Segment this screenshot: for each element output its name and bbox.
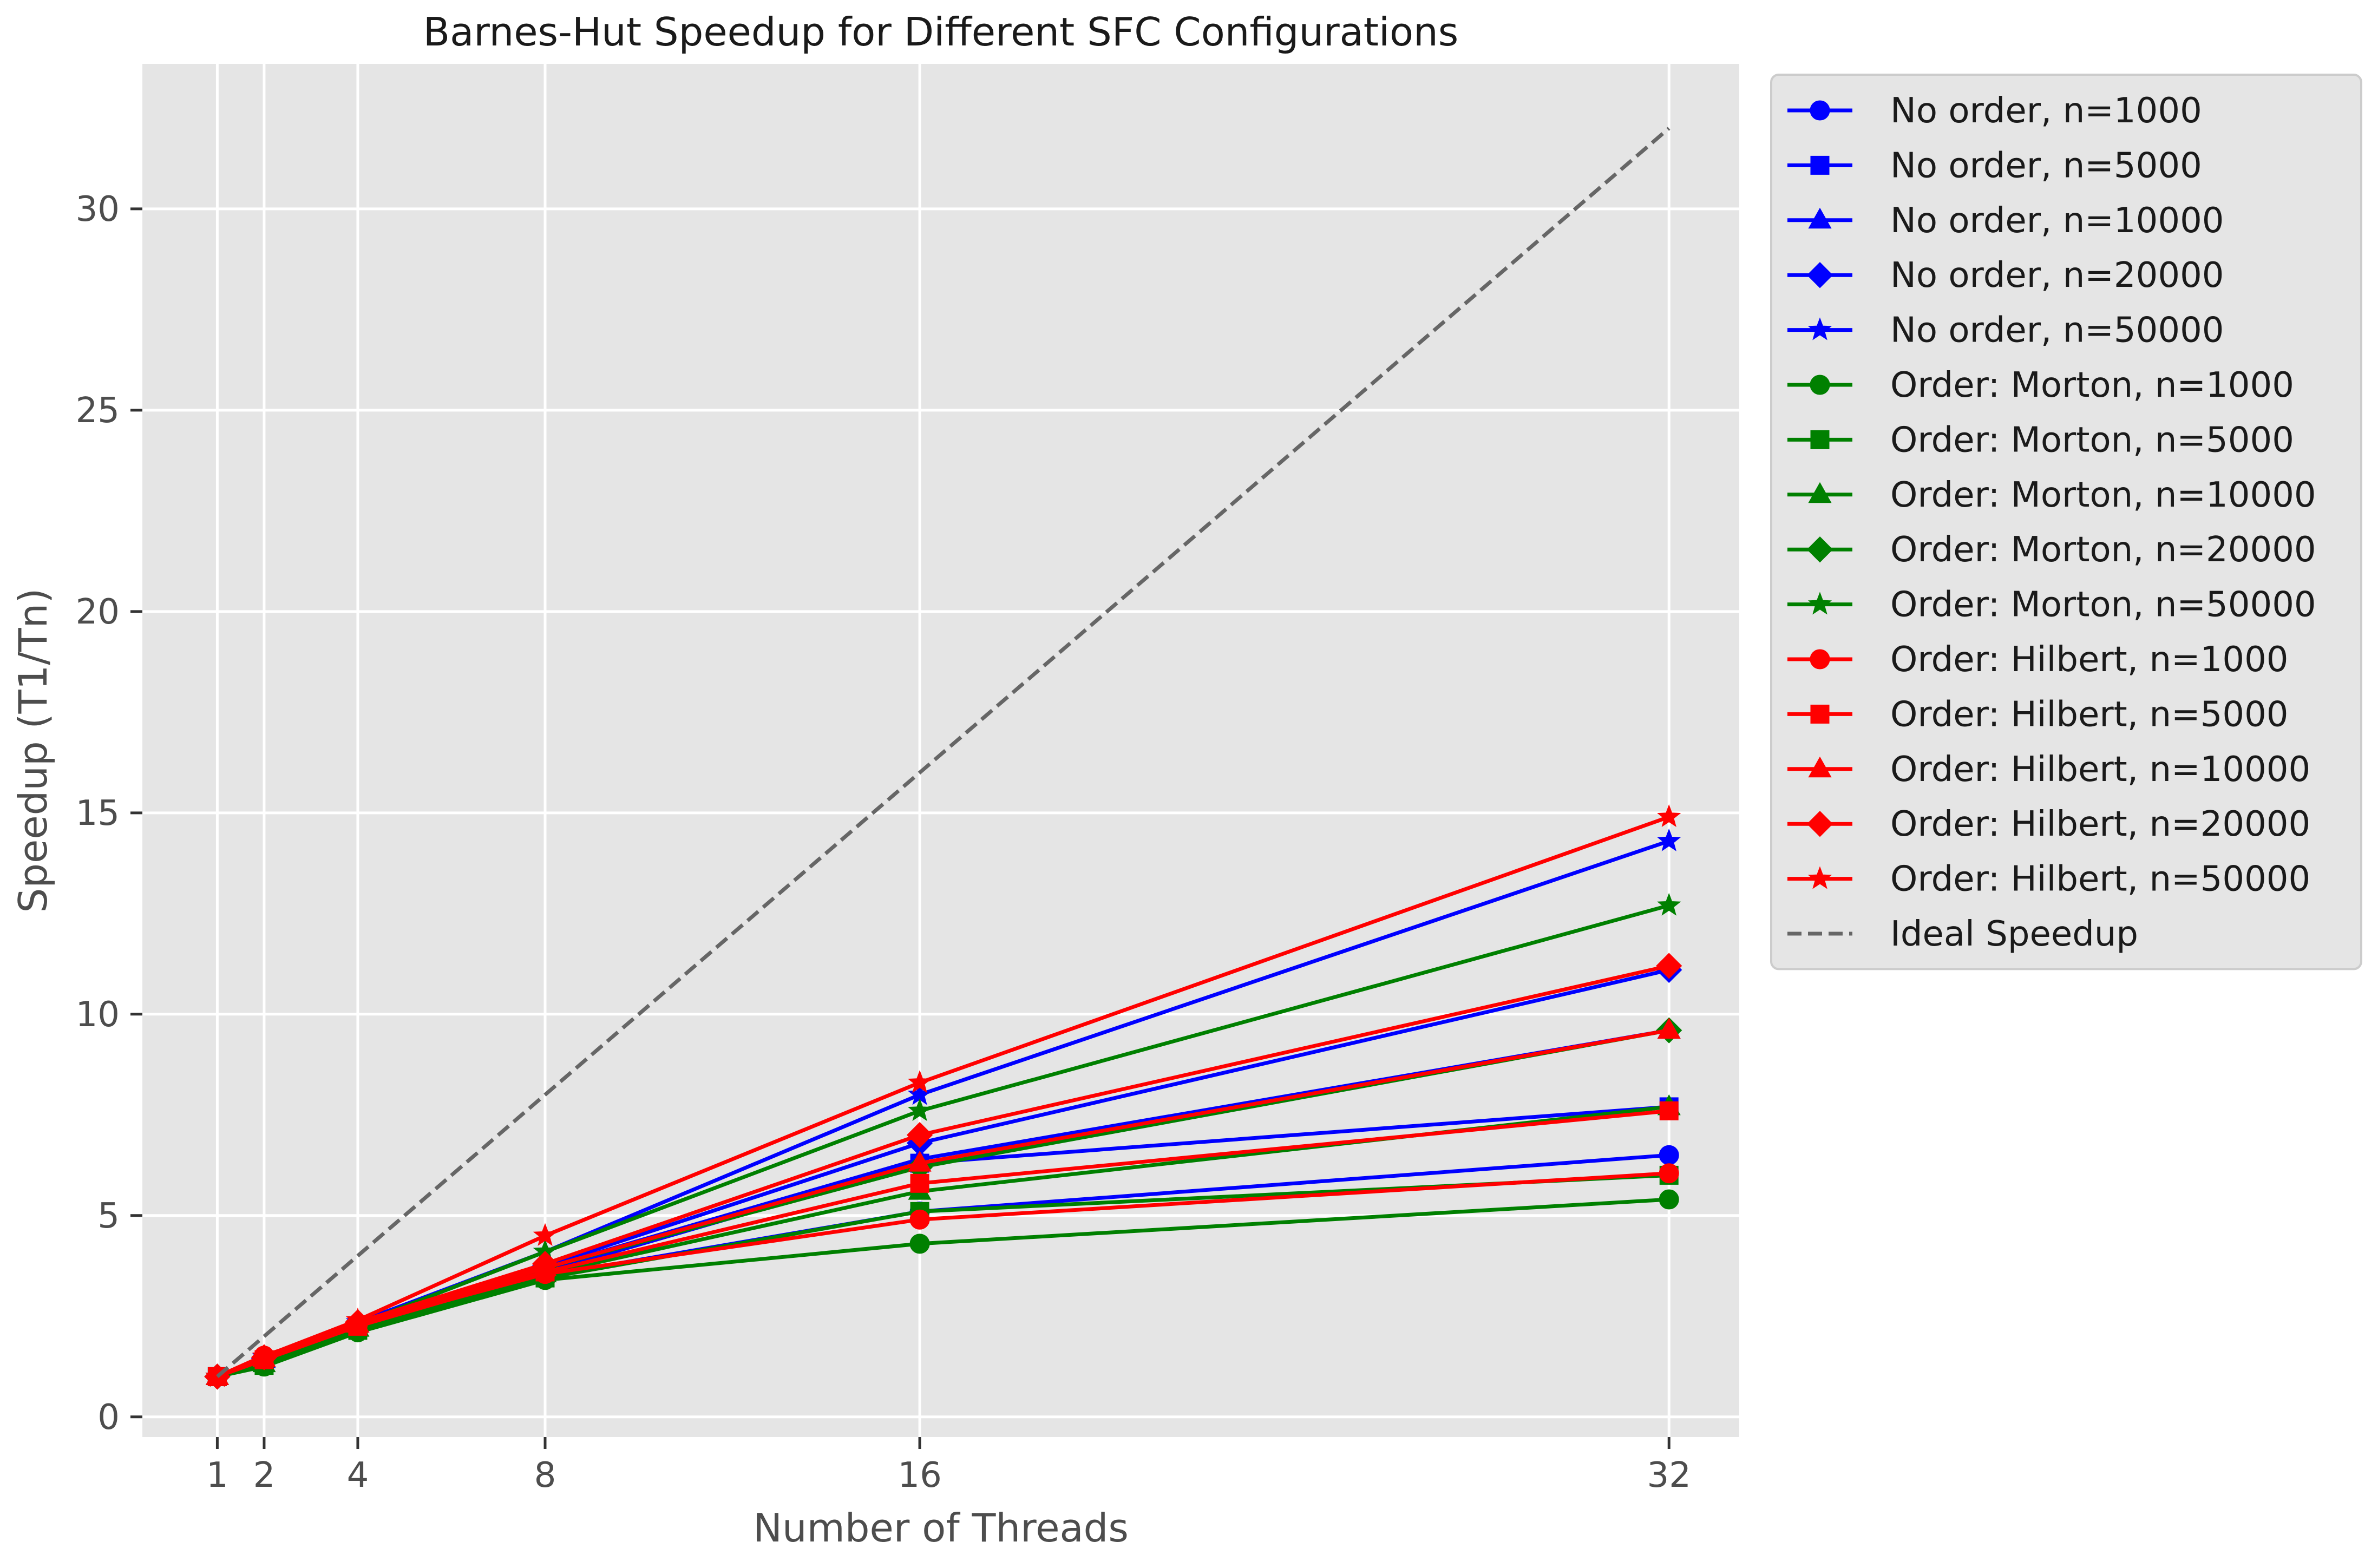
data-point <box>910 1173 929 1193</box>
legend-label: Order: Hilbert, n=10000 <box>1890 750 2310 790</box>
data-point <box>909 1209 930 1230</box>
legend-marker <box>1810 649 1830 670</box>
y-tick-label: 15 <box>76 793 120 834</box>
y-tick-label: 25 <box>76 391 120 431</box>
series-lines <box>204 127 1682 1390</box>
legend-marker <box>1806 536 1833 563</box>
legend-label: Order: Morton, n=10000 <box>1890 475 2316 515</box>
legend-marker <box>1810 430 1830 449</box>
legend-marker <box>1806 262 1833 288</box>
legend-label: Order: Hilbert, n=5000 <box>1890 694 2289 734</box>
y-axis-title: Speedup (T1/Tn) <box>10 588 56 913</box>
legend-marker <box>1808 756 1832 778</box>
y-tick-label: 20 <box>76 592 120 632</box>
legend-item: Order: Morton, n=20000 <box>1787 530 2316 570</box>
data-point <box>1656 953 1682 979</box>
legend: No order, n=1000 No order, n=5000 No order… <box>1770 74 2362 970</box>
legend-label: Ideal Speedup <box>1890 914 2138 954</box>
legend-label: No order, n=50000 <box>1890 311 2224 351</box>
legend-item: Order: Hilbert, n=50000 <box>1787 860 2310 900</box>
legend-item: Order: Hilbert, n=10000 <box>1787 750 2310 790</box>
x-tick-label: 16 <box>898 1455 941 1495</box>
data-point <box>252 1343 277 1367</box>
legend-label: No order, n=1000 <box>1890 91 2202 131</box>
x-tick-label: 32 <box>1647 1455 1691 1495</box>
legend-marker <box>1810 704 1830 724</box>
data-point <box>908 1151 932 1172</box>
data-point <box>907 1098 932 1121</box>
data-point <box>533 1223 558 1246</box>
data-point <box>1659 1145 1679 1165</box>
legend-label: No order, n=5000 <box>1890 146 2202 186</box>
data-point <box>1657 828 1681 851</box>
legend-label: Order: Hilbert, n=20000 <box>1890 804 2310 844</box>
data-point <box>1657 1018 1681 1039</box>
legend-item: No order, n=20000 <box>1787 255 2224 296</box>
data-point <box>906 1121 933 1149</box>
legend-item: Order: Morton, n=10000 <box>1787 475 2316 515</box>
legend-marker <box>1807 866 1832 889</box>
series-15 <box>216 127 1671 1379</box>
data-point <box>532 1250 559 1277</box>
legend-item: Order: Hilbert, n=1000 <box>1787 640 2289 680</box>
x-tick-label: 8 <box>534 1455 556 1495</box>
legend-label: Order: Hilbert, n=1000 <box>1890 640 2289 680</box>
legend-label: Order: Morton, n=1000 <box>1890 365 2294 405</box>
data-point <box>1659 1101 1679 1120</box>
y-tick-label: 5 <box>97 1196 120 1236</box>
legend-item: Order: Morton, n=1000 <box>1787 365 2294 405</box>
legend-item: Order: Morton, n=5000 <box>1787 420 2294 460</box>
legend-label: Order: Hilbert, n=50000 <box>1890 860 2310 900</box>
data-point <box>1657 893 1681 916</box>
data-point <box>345 1307 370 1331</box>
y-tick-label: 10 <box>76 995 120 1035</box>
series-line <box>216 127 1671 1379</box>
legend-item: Order: Hilbert, n=20000 <box>1787 804 2310 844</box>
legend-marker <box>1808 207 1832 229</box>
legend-marker <box>1807 317 1832 340</box>
x-tick-label: 2 <box>253 1455 276 1495</box>
y-tick-label: 30 <box>76 189 120 229</box>
legend-item: Order: Hilbert, n=5000 <box>1787 694 2289 734</box>
legend-marker <box>1807 592 1832 615</box>
x-tick-label: 4 <box>347 1455 369 1495</box>
legend-box <box>1770 74 2362 970</box>
axes: 1 2 4 8 16 32 0 5 10 15 20 25 30 <box>76 189 1691 1495</box>
legend-marker <box>1806 811 1833 837</box>
legend-item: No order, n=5000 <box>1787 146 2202 186</box>
legend-item: No order, n=10000 <box>1787 201 2224 241</box>
series-line <box>217 815 1670 1379</box>
y-tick-label: 0 <box>97 1398 120 1438</box>
chart-title: Barnes-Hut Speedup for Different SFC Con… <box>423 9 1458 55</box>
x-tick-label: 1 <box>206 1455 228 1495</box>
legend-label: Order: Morton, n=20000 <box>1890 530 2316 570</box>
legend-marker <box>1810 375 1830 395</box>
data-point <box>909 1234 930 1254</box>
legend-label: Order: Morton, n=5000 <box>1890 420 2294 460</box>
legend-item: Ideal Speedup <box>1787 914 2138 954</box>
data-point <box>1659 1163 1679 1184</box>
gridlines <box>142 64 1739 1437</box>
legend-item: No order, n=1000 <box>1787 91 2202 131</box>
data-point <box>907 1070 932 1093</box>
legend-label: No order, n=20000 <box>1890 255 2224 296</box>
legend-marker <box>1810 100 1830 121</box>
plot-area <box>142 64 1739 1437</box>
legend-label: Order: Morton, n=50000 <box>1890 585 2316 625</box>
legend-marker <box>1808 482 1832 503</box>
legend-item: Order: Morton, n=50000 <box>1787 585 2316 625</box>
legend-marker <box>1810 155 1830 175</box>
data-point <box>1657 804 1681 828</box>
data-point <box>1659 1189 1679 1210</box>
legend-item: No order, n=50000 <box>1787 311 2224 351</box>
legend-label: No order, n=10000 <box>1890 201 2224 241</box>
x-axis-title: Number of Threads <box>753 1505 1129 1551</box>
